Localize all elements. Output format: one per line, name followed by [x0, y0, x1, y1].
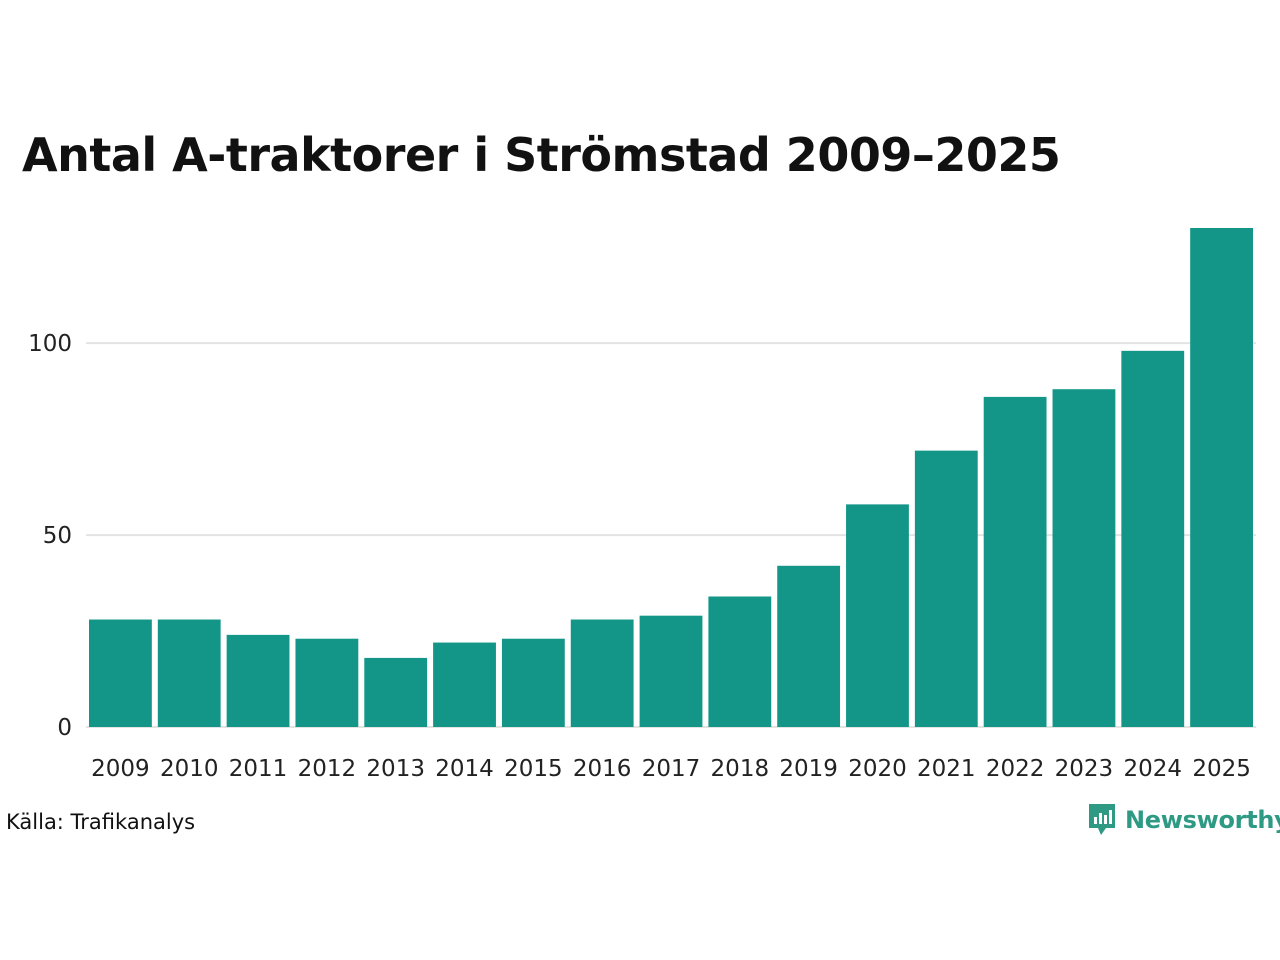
y-tick-label: 100: [28, 331, 72, 357]
x-tick-label: 2022: [986, 756, 1045, 782]
chart-title: Antal A-traktorer i Strömstad 2009–2025: [22, 128, 1061, 182]
bar-2014: [433, 642, 496, 727]
bar-2010: [157, 619, 221, 727]
x-tick-label: 2014: [435, 756, 494, 782]
x-tick-label: 2010: [160, 756, 219, 782]
bars: [89, 228, 1253, 727]
bar-2017: [639, 615, 703, 727]
x-tick-label: 2016: [573, 756, 632, 782]
bar-2018: [708, 596, 772, 727]
newsworthy-logo: Newsworthy: [1087, 802, 1280, 838]
bar-2024: [1121, 350, 1185, 727]
bar-2022: [983, 396, 1047, 727]
x-tick-label: 2024: [1123, 756, 1182, 782]
y-tick-label: 0: [57, 715, 72, 741]
bar-2012: [295, 638, 359, 727]
x-axis-ticks: 2009 2010 2011 2012 2013 2014 2015 2016 2017 2018…: [91, 756, 1251, 782]
source-note: Källa: Trafikanalys: [6, 810, 196, 834]
x-tick-label: 2019: [779, 756, 838, 782]
bar-2011: [226, 634, 290, 727]
y-tick-label: 50: [43, 523, 72, 549]
x-tick-label: 2013: [366, 756, 425, 782]
bar-2009: [89, 619, 152, 727]
x-tick-label: 2023: [1055, 756, 1114, 782]
bar-2020: [846, 504, 909, 727]
x-tick-label: 2018: [711, 756, 770, 782]
brand-name: Newsworthy: [1125, 806, 1280, 834]
bar-chart-speech-bubble-icon: [1089, 804, 1115, 835]
x-tick-label: 2020: [848, 756, 907, 782]
x-tick-label: 2009: [91, 756, 150, 782]
x-tick-label: 2025: [1192, 756, 1251, 782]
bar-2016: [570, 619, 634, 727]
x-tick-label: 2011: [229, 756, 288, 782]
x-tick-label: 2017: [642, 756, 701, 782]
bar-2025: [1190, 228, 1253, 727]
bar-2013: [364, 657, 428, 727]
y-axis-ticks: 0 50 100: [28, 331, 72, 741]
x-tick-label: 2021: [917, 756, 976, 782]
bar-2015: [501, 638, 565, 727]
bar-2021: [914, 450, 978, 727]
x-tick-label: 2012: [298, 756, 357, 782]
bar-2023: [1052, 389, 1116, 727]
bar-2019: [777, 565, 841, 727]
x-tick-label: 2015: [504, 756, 563, 782]
